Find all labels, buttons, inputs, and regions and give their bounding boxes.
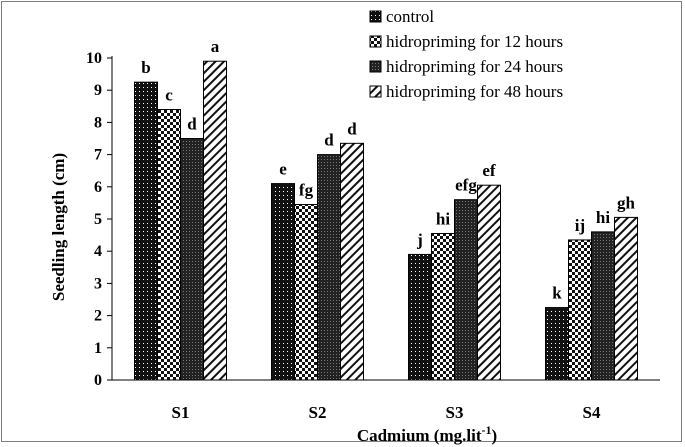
bar-letter-label: ef — [482, 161, 496, 180]
x-axis-title-sup: -1 — [482, 423, 492, 437]
bar — [614, 216, 638, 381]
x-category-label: S3 — [446, 403, 464, 422]
bar — [545, 307, 569, 381]
bar-letter-label: d — [347, 119, 357, 138]
x-axis-categories: S1 S2 S3 S4 — [172, 403, 601, 422]
x-axis-title: Cadmium (mg.lit-1) — [357, 423, 497, 445]
bar — [477, 184, 501, 381]
bar-letter-label: j — [416, 230, 423, 249]
y-tick-label: 5 — [94, 211, 102, 228]
y-tick-label: 9 — [94, 82, 102, 99]
bar-letter-label: d — [187, 115, 197, 134]
bar — [203, 60, 227, 381]
y-tick-label: 8 — [94, 114, 102, 131]
y-tick-label: 3 — [94, 275, 102, 292]
legend-label: hidropriming for 48 hours — [386, 82, 563, 101]
bar — [431, 232, 455, 381]
x-category-label: S1 — [172, 403, 190, 422]
legend: control hidropriming for 12 hours hidropri… — [369, 7, 563, 101]
bar-letter-label: hi — [596, 208, 610, 227]
bar-letter-label: c — [165, 86, 173, 105]
legend-label: hidropriming for 24 hours — [386, 57, 563, 76]
y-tick-label: 10 — [86, 50, 102, 67]
bars — [134, 60, 638, 381]
bar — [591, 231, 615, 381]
bar-letter-label: a — [211, 37, 220, 56]
bar-letter-label: ij — [575, 216, 585, 235]
bar-letter-label: d — [324, 131, 334, 150]
y-tick-label: 6 — [94, 179, 102, 196]
bar-letter-label: efg — [455, 176, 477, 195]
legend-swatch — [369, 60, 382, 73]
bar-letter-label: hi — [436, 209, 450, 228]
bar — [134, 81, 158, 381]
bar — [180, 138, 204, 381]
y-tick-label: 2 — [94, 308, 102, 325]
bar — [317, 154, 341, 381]
bar — [157, 109, 181, 381]
y-tick-label: 7 — [94, 147, 102, 164]
bar — [294, 204, 318, 381]
x-axis-title-main: Cadmium (mg.lit — [357, 426, 482, 445]
bar — [454, 199, 478, 381]
y-axis-title: Seedling length (cm) — [49, 153, 68, 301]
legend-swatch — [369, 10, 382, 23]
x-category-label: S2 — [309, 403, 327, 422]
y-tick-label: 1 — [94, 340, 102, 357]
legend-label: control — [386, 7, 434, 26]
bar — [271, 183, 295, 381]
y-tick-label: 4 — [94, 243, 102, 260]
bar — [340, 142, 364, 381]
legend-label: hidropriming for 12 hours — [386, 32, 563, 51]
bar — [568, 239, 592, 381]
y-axis-ticks: 0 1 2 3 4 5 6 7 8 9 10 — [86, 50, 112, 389]
bar-letter-label: gh — [617, 193, 636, 212]
bar — [408, 253, 432, 381]
bar-letter-label: k — [552, 284, 562, 303]
x-category-label: S4 — [583, 403, 601, 422]
y-tick-label: 0 — [94, 372, 102, 389]
bar-letter-label: fg — [299, 181, 314, 200]
bar-letter-label: b — [141, 58, 150, 77]
legend-swatch — [369, 35, 382, 48]
bar-letter-label: e — [279, 160, 287, 179]
legend-swatch — [369, 85, 382, 98]
x-axis-title-end: ) — [492, 426, 498, 445]
